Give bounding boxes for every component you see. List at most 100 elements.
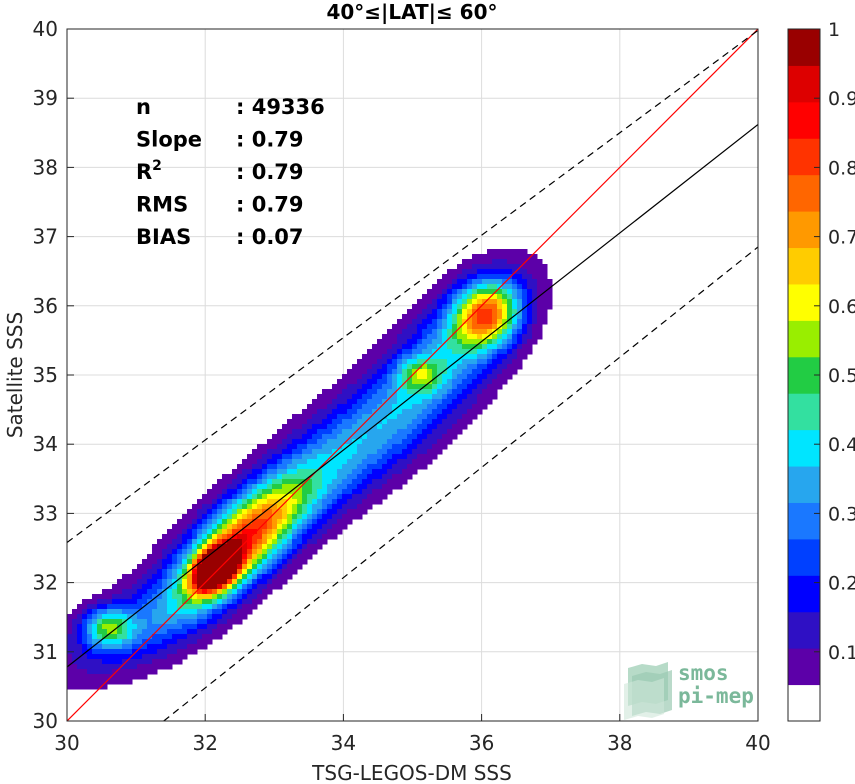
density-cell — [477, 274, 483, 280]
density-cell — [417, 334, 423, 340]
density-cell — [407, 349, 413, 355]
density-cell — [367, 499, 373, 505]
density-cell — [257, 579, 263, 585]
density-cell — [162, 619, 168, 625]
density-cell — [412, 334, 418, 340]
density-cell — [482, 264, 488, 270]
density-cell — [297, 544, 303, 550]
density-cell — [252, 574, 258, 580]
density-cell — [502, 339, 508, 345]
density-cell — [367, 399, 373, 405]
density-cell — [447, 304, 453, 310]
density-cell — [367, 424, 373, 430]
density-cell — [382, 349, 388, 355]
density-cell — [417, 304, 423, 310]
density-cell — [377, 409, 383, 415]
density-cell — [397, 399, 403, 405]
density-cell — [142, 604, 148, 610]
density-cell — [277, 519, 283, 525]
density-cell — [217, 559, 223, 565]
density-cell — [292, 469, 298, 475]
density-cell — [212, 544, 218, 550]
density-cell — [172, 654, 178, 660]
density-cell — [417, 399, 423, 405]
density-cell — [172, 599, 178, 605]
density-cell — [487, 259, 493, 265]
density-cell — [372, 429, 378, 435]
density-cell — [457, 294, 463, 300]
density-cell — [412, 324, 418, 330]
density-cell — [427, 344, 433, 350]
density-cell — [252, 509, 258, 515]
density-cell — [227, 519, 233, 525]
density-cell — [427, 314, 433, 320]
density-cell — [492, 259, 498, 265]
density-cell — [347, 494, 353, 500]
density-cell — [107, 639, 113, 645]
density-cell — [492, 374, 498, 380]
density-cell — [252, 479, 258, 485]
density-cell — [462, 399, 468, 405]
density-cell — [307, 419, 313, 425]
density-cell — [357, 474, 363, 480]
density-cell — [207, 534, 213, 540]
density-cell — [217, 564, 223, 570]
density-cell — [392, 444, 398, 450]
density-cell — [222, 564, 228, 570]
y-tick-label: 35 — [33, 363, 58, 387]
density-cell — [272, 574, 278, 580]
density-cell — [362, 454, 368, 460]
density-cell — [402, 314, 408, 320]
density-cell — [407, 394, 413, 400]
density-cell — [447, 354, 453, 360]
density-cell — [167, 629, 173, 635]
density-cell — [67, 664, 73, 670]
density-cell — [172, 529, 178, 535]
density-cell — [432, 419, 438, 425]
density-cell — [232, 509, 238, 515]
density-cell — [427, 439, 433, 445]
density-cell — [167, 594, 173, 600]
density-cell — [312, 459, 318, 465]
density-cell — [452, 269, 458, 275]
density-cell — [377, 414, 383, 420]
density-cell — [337, 399, 343, 405]
density-cell — [317, 449, 323, 455]
density-cell — [272, 494, 278, 500]
density-cell — [467, 314, 473, 320]
density-cell — [457, 399, 463, 405]
density-cell — [392, 324, 398, 330]
density-cell — [407, 449, 413, 455]
density-cell — [502, 324, 508, 330]
density-cell — [432, 349, 438, 355]
density-cell — [352, 464, 358, 470]
density-cell — [387, 489, 393, 495]
density-cell — [467, 289, 473, 295]
density-cell — [522, 284, 528, 290]
density-cell — [492, 294, 498, 300]
density-cell — [77, 639, 83, 645]
density-cell — [512, 284, 518, 290]
density-cell — [232, 559, 238, 565]
density-cell — [497, 349, 503, 355]
density-cell — [232, 594, 238, 600]
density-cell — [417, 419, 423, 425]
density-cell — [477, 344, 483, 350]
density-cell — [272, 469, 278, 475]
density-cell — [397, 484, 403, 490]
stat-label: RMS — [136, 193, 188, 217]
density-cell — [252, 594, 258, 600]
density-cell — [107, 594, 113, 600]
density-cell — [477, 319, 483, 325]
density-cell — [407, 439, 413, 445]
density-cell — [137, 589, 143, 595]
density-cell — [72, 679, 78, 685]
density-cell — [142, 559, 148, 565]
density-cell — [487, 349, 493, 355]
density-cell — [332, 509, 338, 515]
density-cell — [242, 589, 248, 595]
density-cell — [277, 504, 283, 510]
density-cell — [527, 349, 533, 355]
density-cell — [197, 534, 203, 540]
density-cell — [487, 399, 493, 405]
